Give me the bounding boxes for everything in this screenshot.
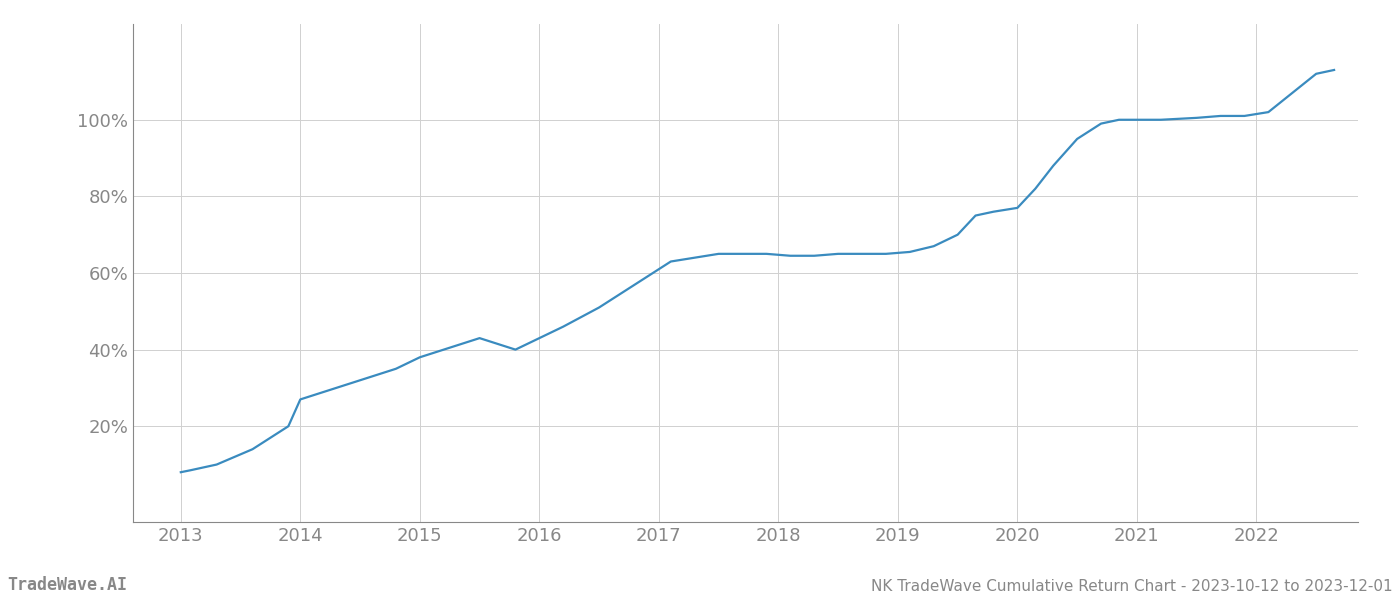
- Text: NK TradeWave Cumulative Return Chart - 2023-10-12 to 2023-12-01: NK TradeWave Cumulative Return Chart - 2…: [871, 579, 1393, 594]
- Text: TradeWave.AI: TradeWave.AI: [7, 576, 127, 594]
